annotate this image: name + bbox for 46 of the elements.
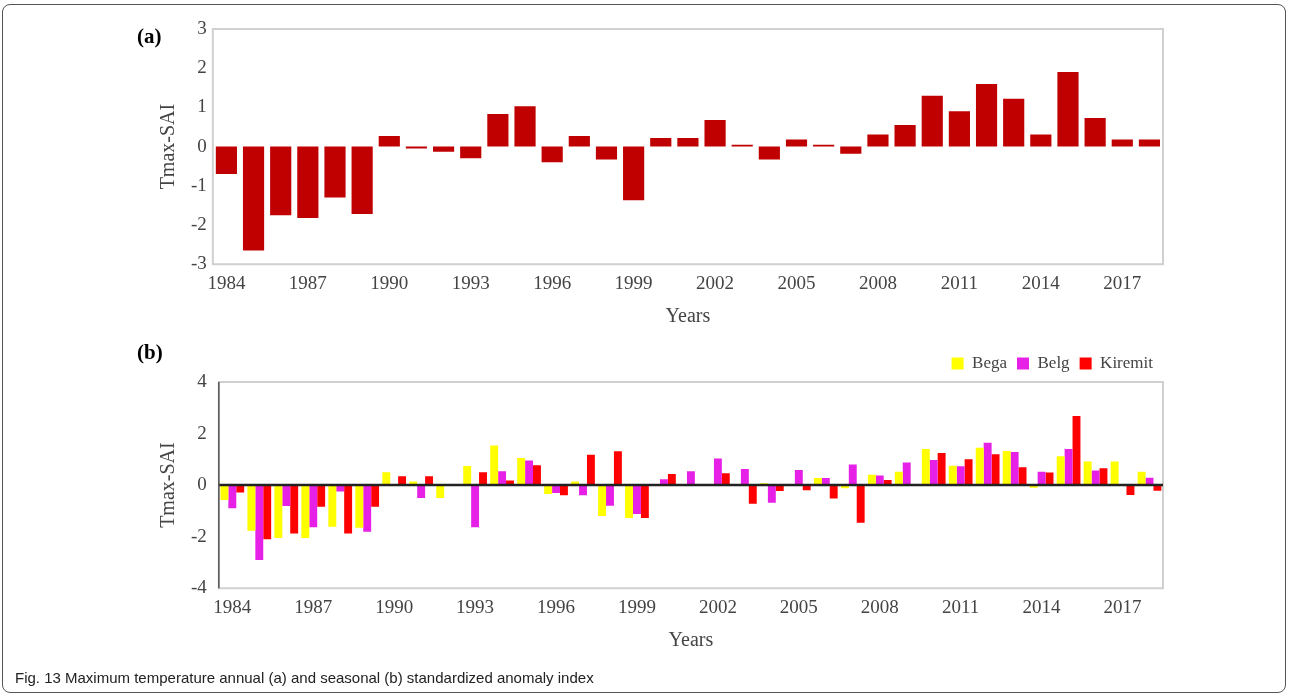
x-tick-label: 1996 <box>537 595 576 617</box>
y-tick-label: 3 <box>197 16 207 38</box>
x-tick-label: 1987 <box>294 595 333 617</box>
y-tick-label: -3 <box>191 252 207 274</box>
x-tick-label: 1993 <box>456 595 495 617</box>
legend-label: Bega <box>972 352 1008 372</box>
x-tick-label: 2008 <box>858 271 897 293</box>
x-tick-label: 2002 <box>698 595 737 617</box>
y-tick-label: 0 <box>197 473 207 495</box>
y-tick-label: 1 <box>197 95 207 117</box>
x-tick-label: 2014 <box>1022 595 1062 617</box>
y-tick-label: 4 <box>197 369 208 391</box>
x-tick-label: 1987 <box>288 271 327 293</box>
y-tick-label: 2 <box>197 421 207 443</box>
x-tick-label: 1999 <box>617 595 656 617</box>
x-tick-label: 2014 <box>1021 271 1061 293</box>
y-tick-label: -2 <box>191 212 207 234</box>
x-tick-label: 1999 <box>614 271 653 293</box>
y-axis-title: Tmax-SAI <box>156 103 179 190</box>
chart-title: (b) <box>137 339 163 364</box>
x-tick-label: 1984 <box>213 595 252 617</box>
x-tick-label: 2005 <box>779 595 818 617</box>
x-tick-label: 1993 <box>451 271 490 293</box>
x-axis-title: Years <box>668 628 714 651</box>
legend-label: Belg <box>1037 352 1071 372</box>
y-tick-label: 0 <box>197 134 207 156</box>
x-tick-label: 2002 <box>696 271 735 293</box>
y-tick-label: -4 <box>191 576 208 598</box>
x-tick-label: 2011 <box>940 271 979 293</box>
x-tick-label: 1990 <box>370 271 409 293</box>
x-axis-title: Years <box>665 304 711 327</box>
y-tick-label: -2 <box>191 524 207 546</box>
legend-label: Kiremit <box>1100 352 1154 372</box>
x-tick-label: 1990 <box>375 595 414 617</box>
x-tick-label: 2017 <box>1103 595 1142 617</box>
y-tick-label: -1 <box>191 173 207 195</box>
y-axis-title: Tmax-SAI <box>156 442 179 528</box>
x-tick-label: 1996 <box>533 271 572 293</box>
x-tick-label: 2005 <box>777 271 816 293</box>
x-tick-label: 1984 <box>207 271 246 293</box>
y-tick-label: 2 <box>197 56 207 78</box>
x-tick-label: 2008 <box>860 595 899 617</box>
x-tick-label: 2011 <box>942 595 980 617</box>
chart-title: (a) <box>137 23 162 48</box>
x-tick-label: 2017 <box>1103 271 1142 293</box>
caption: Fig. 13 Maximum temperature annual (a) and seasonal (b) standardized anomaly index <box>15 669 594 686</box>
